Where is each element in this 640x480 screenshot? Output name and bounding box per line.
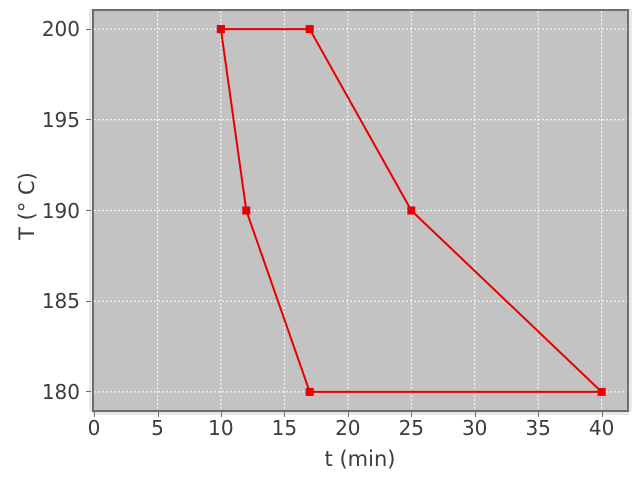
- x-tick-label: 20: [335, 416, 361, 440]
- plot-area: [92, 9, 629, 412]
- x-tick-mark: [157, 412, 159, 417]
- x-tick-mark: [220, 412, 222, 417]
- y-tick-mark: [86, 28, 91, 30]
- x-tick-mark: [284, 412, 286, 417]
- x-tick-label: 35: [525, 416, 551, 440]
- x-tick-mark: [94, 412, 95, 417]
- y-tick-label: 185: [41, 289, 80, 314]
- x-tick-label: 5: [151, 416, 164, 440]
- x-tick-label: 40: [588, 416, 615, 440]
- y-tick-mark: [86, 119, 91, 121]
- y-tick-label: 195: [41, 107, 80, 132]
- x-tick-mark: [347, 412, 349, 417]
- y-tick-label: 200: [41, 17, 80, 42]
- x-axis-label: t (min): [324, 447, 396, 471]
- x-tick-label: 30: [461, 416, 488, 440]
- y-tick-mark: [86, 391, 91, 393]
- y-tick-label: 180: [41, 379, 80, 404]
- x-tick-mark: [601, 412, 603, 417]
- x-tick-label: 15: [271, 416, 298, 440]
- y-tick-mark: [86, 300, 91, 302]
- x-tick-label: 10: [208, 416, 234, 440]
- x-tick-mark: [538, 412, 540, 417]
- y-tick-mark: [86, 210, 91, 211]
- x-tick-label: 0: [87, 416, 101, 440]
- x-tick-label: 25: [398, 416, 425, 440]
- y-tick-label: 190: [41, 198, 80, 223]
- x-tick-mark: [411, 412, 413, 417]
- line-chart-canvas: [94, 11, 627, 410]
- x-tick-mark: [474, 412, 476, 417]
